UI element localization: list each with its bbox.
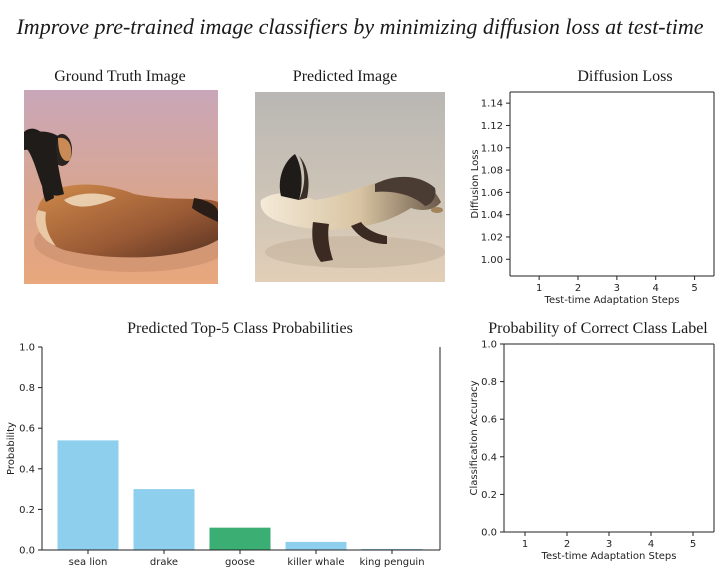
top5-probability-chart: 0.0 0.2 0.4 0.6 0.8 1.0 sea lion drake goose kil… (6, 343, 441, 568)
goose-decoy-illustration (24, 90, 218, 284)
y-tick-label: 1.06 (481, 188, 503, 199)
y-tick-label: 1.00 (481, 255, 503, 266)
ground-truth-title: Ground Truth Image (54, 68, 186, 85)
x-tick-label: king penguin (359, 557, 424, 568)
y-ticks: 0.0 0.2 0.4 0.6 0.8 1.0 (481, 340, 504, 539)
x-tick-label: 3 (606, 539, 612, 550)
x-ticks: 1 2 3 4 5 (522, 532, 696, 550)
x-ticks: 1 2 3 4 5 (536, 276, 698, 294)
y-ticks: 0.0 0.2 0.4 0.6 0.8 1.0 (19, 343, 42, 557)
y-axis-label: Diffusion Loss (470, 149, 481, 218)
predicted-animal-illustration (255, 92, 445, 282)
predicted-image (255, 92, 445, 282)
y-ticks: 1.00 1.02 1.04 1.06 1.08 1.10 1.12 1.14 (481, 99, 510, 266)
bar-goose (209, 527, 271, 550)
y-tick-label: 0.2 (481, 490, 497, 501)
y-tick-label: 0.0 (481, 528, 497, 539)
bar-killer-whale (285, 541, 347, 550)
bars (57, 440, 423, 550)
y-tick-label: 0.4 (481, 452, 497, 463)
y-tick-label: 1.12 (481, 121, 503, 132)
y-tick-label: 1.10 (481, 143, 503, 154)
x-tick-label: 5 (691, 283, 697, 294)
x-tick-label: 5 (690, 539, 696, 550)
x-tick-label: killer whale (287, 557, 344, 568)
x-axis-label: Test-time Adaptation Steps (541, 551, 677, 562)
y-tick-label: 1.02 (481, 232, 503, 243)
page-title: Improve pre-trained image classifiers by… (16, 14, 704, 39)
diffusion-loss-title: Diffusion Loss (577, 68, 673, 85)
x-tick-label: 3 (614, 283, 620, 294)
x-tick-label: 4 (648, 539, 654, 550)
y-tick-label: 1.08 (481, 166, 503, 177)
x-tick-label: 2 (575, 283, 581, 294)
x-tick-label: drake (150, 557, 178, 568)
y-tick-label: 1.04 (481, 210, 503, 221)
x-tick-label: goose (225, 557, 255, 568)
y-tick-label: 1.0 (481, 340, 497, 351)
y-tick-label: 0.8 (19, 383, 35, 394)
x-tick-label: 4 (653, 283, 659, 294)
ground-truth-image (24, 90, 218, 284)
y-tick-label: 1.0 (19, 343, 35, 354)
correct-class-title: Probability of Correct Class Label (488, 320, 708, 337)
y-tick-label: 0.2 (19, 505, 35, 516)
y-tick-label: 0.8 (481, 377, 497, 388)
predicted-image-title: Predicted Image (292, 68, 398, 85)
y-tick-label: 0.4 (19, 464, 35, 475)
y-axis-label: Classification Accuracy (469, 380, 480, 495)
correct-class-chart: 0.0 0.2 0.4 0.6 0.8 1.0 1 2 3 4 5 Classification … (469, 340, 715, 562)
bar-king-penguin (361, 548, 423, 550)
y-tick-label: 0.0 (19, 546, 35, 557)
x-axis-label: Test-time Adaptation Steps (544, 295, 680, 306)
top5-title: Predicted Top-5 Class Probabilities (127, 320, 353, 337)
y-tick-label: 0.6 (481, 415, 497, 426)
x-ticks: sea lion drake goose killer whale king pengu… (69, 550, 425, 568)
y-tick-label: 1.14 (481, 99, 503, 110)
x-tick-label: 1 (522, 539, 528, 550)
y-axis-label: Probability (6, 422, 17, 475)
x-tick-label: 2 (564, 539, 570, 550)
x-tick-label: sea lion (69, 557, 108, 568)
x-tick-label: 1 (536, 283, 542, 294)
diffusion-loss-chart: 1.00 1.02 1.04 1.06 1.08 1.10 1.12 1.14 1 2 3 4 5 D… (470, 91, 715, 306)
bar-sea-lion (57, 440, 119, 550)
bar-drake (133, 489, 195, 550)
y-tick-label: 0.6 (19, 424, 35, 435)
